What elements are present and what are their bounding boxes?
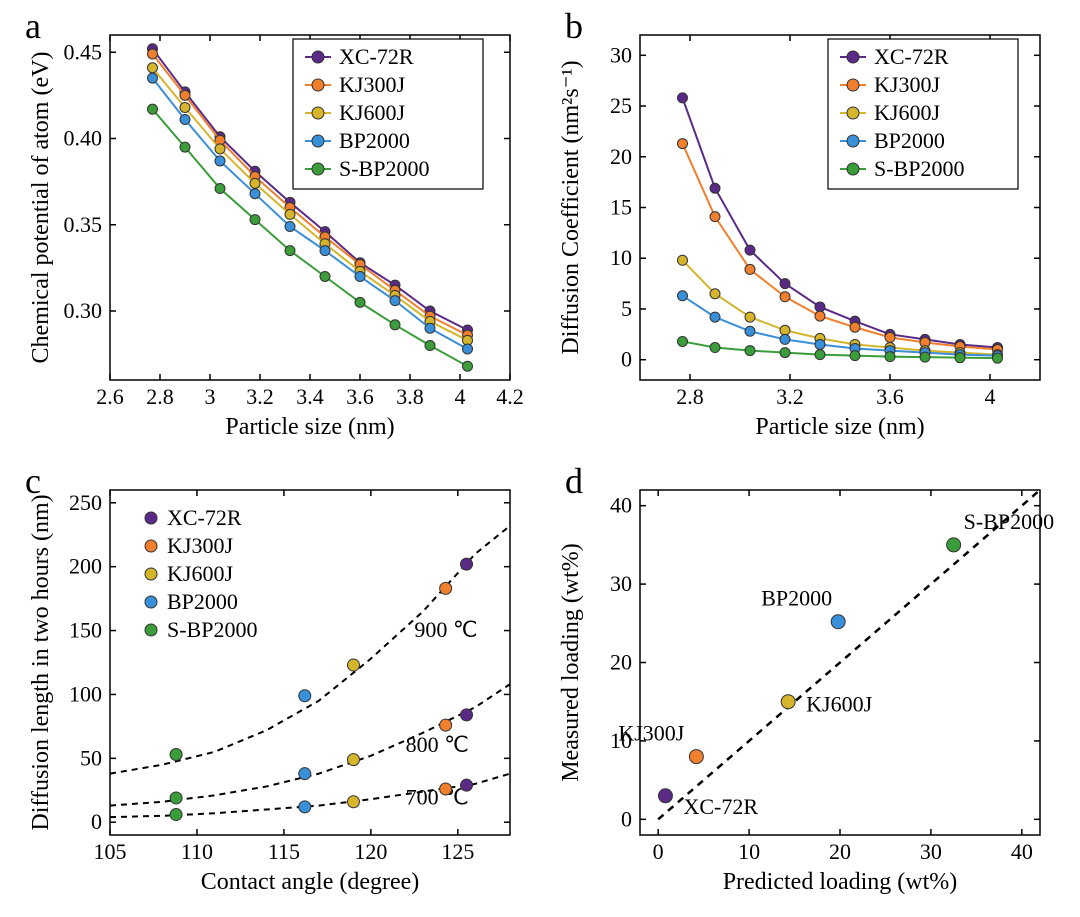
svg-text:50: 50 bbox=[80, 745, 102, 770]
y-axis-title: Diffusion length in two hours (nm) bbox=[28, 494, 54, 830]
svg-text:30: 30 bbox=[610, 571, 632, 596]
svg-text:5: 5 bbox=[621, 296, 632, 321]
figure: a 2.6 2.8 3 3.2 3.4 3.6 3.8 4 4.2 0.30 0.35 0.40 0.45… bbox=[0, 0, 1080, 917]
legend-item-KJ600J: KJ600J bbox=[339, 100, 405, 125]
x-axis-title: Particle size (nm) bbox=[755, 414, 924, 440]
svg-text:S-BP2000: S-BP2000 bbox=[964, 509, 1054, 534]
svg-text:0.40: 0.40 bbox=[64, 126, 103, 151]
panel-c: c 105 110 115 120 125 0 50 100 150 200 250 Contact a… bbox=[15, 460, 540, 910]
svg-text:4: 4 bbox=[985, 384, 996, 409]
y-axis-title: Measured loading (wt%) bbox=[558, 543, 584, 782]
plot-b: 2.8 3.2 3.6 4 0 5 10 15 20 25 30 Particle size (nm)… bbox=[555, 5, 1075, 450]
svg-text:105: 105 bbox=[94, 839, 127, 864]
svg-text:3: 3 bbox=[205, 384, 216, 409]
svg-text:0: 0 bbox=[91, 809, 102, 834]
plot-c: 105 110 115 120 125 0 50 100 150 200 250 Contact an… bbox=[15, 460, 540, 910]
legend-item-XC-72R: XC-72R bbox=[874, 44, 949, 69]
svg-text:10: 10 bbox=[610, 245, 632, 270]
legend-item-KJ600J: KJ600J bbox=[874, 100, 940, 125]
svg-text:2.6: 2.6 bbox=[96, 384, 124, 409]
legend-item-KJ300J: KJ300J bbox=[339, 72, 405, 97]
svg-text:30: 30 bbox=[920, 839, 942, 864]
legend-item-KJ300J: KJ300J bbox=[874, 72, 940, 97]
svg-text:20: 20 bbox=[610, 650, 632, 675]
svg-text:100: 100 bbox=[69, 681, 102, 706]
svg-text:20: 20 bbox=[829, 839, 851, 864]
plot-d: 010203040010203040Predicted loading (wt%… bbox=[555, 460, 1075, 910]
x-axis-title: Particle size (nm) bbox=[225, 414, 394, 440]
x-axis-title: Predicted loading (wt%) bbox=[723, 869, 958, 895]
svg-text:3.2: 3.2 bbox=[246, 384, 274, 409]
plot-a: 2.6 2.8 3 3.2 3.4 3.6 3.8 4 4.2 0.30 0.35 0.40 0.45 P… bbox=[15, 5, 540, 450]
svg-text:40: 40 bbox=[1011, 839, 1033, 864]
svg-text:40: 40 bbox=[610, 493, 632, 518]
svg-text:2.8: 2.8 bbox=[676, 384, 704, 409]
legend-item-KJ300J: KJ300J bbox=[167, 533, 233, 558]
y-axis-title: Chemical potential of atom (eV) bbox=[28, 52, 54, 364]
svg-text:KJ300J: KJ300J bbox=[618, 721, 684, 746]
svg-text:BP2000: BP2000 bbox=[761, 586, 832, 611]
svg-text:115: 115 bbox=[268, 839, 300, 864]
legend-item-XC-72R: XC-72R bbox=[339, 44, 414, 69]
svg-text:0: 0 bbox=[621, 347, 632, 372]
panel-d: d010203040010203040Predicted loading (wt… bbox=[555, 460, 1075, 910]
panel-label-b: b bbox=[565, 5, 583, 47]
panel-label-d: d bbox=[565, 460, 583, 502]
svg-text:30: 30 bbox=[610, 42, 632, 67]
svg-text:800 ℃: 800 ℃ bbox=[406, 732, 469, 757]
svg-text:10: 10 bbox=[738, 839, 760, 864]
svg-text:3.6: 3.6 bbox=[346, 384, 374, 409]
panel-a: a 2.6 2.8 3 3.2 3.4 3.6 3.8 4 4.2 0.30 0.35 0.40 0.45… bbox=[15, 5, 540, 450]
legend-item-BP2000: BP2000 bbox=[167, 589, 238, 614]
svg-text:0.45: 0.45 bbox=[64, 39, 103, 64]
svg-text:4.2: 4.2 bbox=[496, 384, 524, 409]
svg-text:200: 200 bbox=[69, 554, 102, 579]
svg-text:XC-72R: XC-72R bbox=[683, 794, 758, 819]
legend-item-S-BP2000: S-BP2000 bbox=[874, 156, 964, 181]
legend-item-S-BP2000: S-BP2000 bbox=[167, 617, 257, 642]
svg-text:900 ℃: 900 ℃ bbox=[414, 617, 477, 642]
svg-text:KJ600J: KJ600J bbox=[806, 692, 872, 717]
svg-text:3.6: 3.6 bbox=[876, 384, 904, 409]
svg-text:3.4: 3.4 bbox=[296, 384, 324, 409]
y-axis-title: Diffusion Coefficient (nm²s⁻¹) bbox=[558, 60, 584, 354]
svg-text:15: 15 bbox=[610, 195, 632, 220]
x-axis-title: Contact angle (degree) bbox=[201, 869, 420, 895]
legend-item-BP2000: BP2000 bbox=[339, 128, 410, 153]
svg-text:120: 120 bbox=[354, 839, 387, 864]
legend-item-S-BP2000: S-BP2000 bbox=[339, 156, 429, 181]
svg-text:110: 110 bbox=[181, 839, 213, 864]
svg-text:25: 25 bbox=[610, 93, 632, 118]
svg-text:3.2: 3.2 bbox=[776, 384, 804, 409]
panel-label-c: c bbox=[25, 460, 41, 502]
svg-text:0: 0 bbox=[621, 806, 632, 831]
svg-text:0: 0 bbox=[653, 839, 664, 864]
svg-text:700 ℃: 700 ℃ bbox=[406, 784, 469, 809]
legend-item-XC-72R: XC-72R bbox=[167, 505, 242, 530]
svg-text:4: 4 bbox=[455, 384, 466, 409]
legend-item-BP2000: BP2000 bbox=[874, 128, 945, 153]
svg-text:0.35: 0.35 bbox=[64, 212, 103, 237]
svg-text:2.8: 2.8 bbox=[146, 384, 174, 409]
panel-b: b 2.8 3.2 3.6 4 0 5 10 15 20 25 30 Particle size (nm… bbox=[555, 5, 1075, 450]
svg-text:0.30: 0.30 bbox=[64, 298, 103, 323]
legend-item-KJ600J: KJ600J bbox=[167, 561, 233, 586]
panel-label-a: a bbox=[25, 5, 41, 47]
svg-text:3.8: 3.8 bbox=[396, 384, 424, 409]
svg-text:125: 125 bbox=[441, 839, 474, 864]
svg-text:20: 20 bbox=[610, 144, 632, 169]
svg-text:150: 150 bbox=[69, 618, 102, 643]
svg-text:250: 250 bbox=[69, 490, 102, 515]
